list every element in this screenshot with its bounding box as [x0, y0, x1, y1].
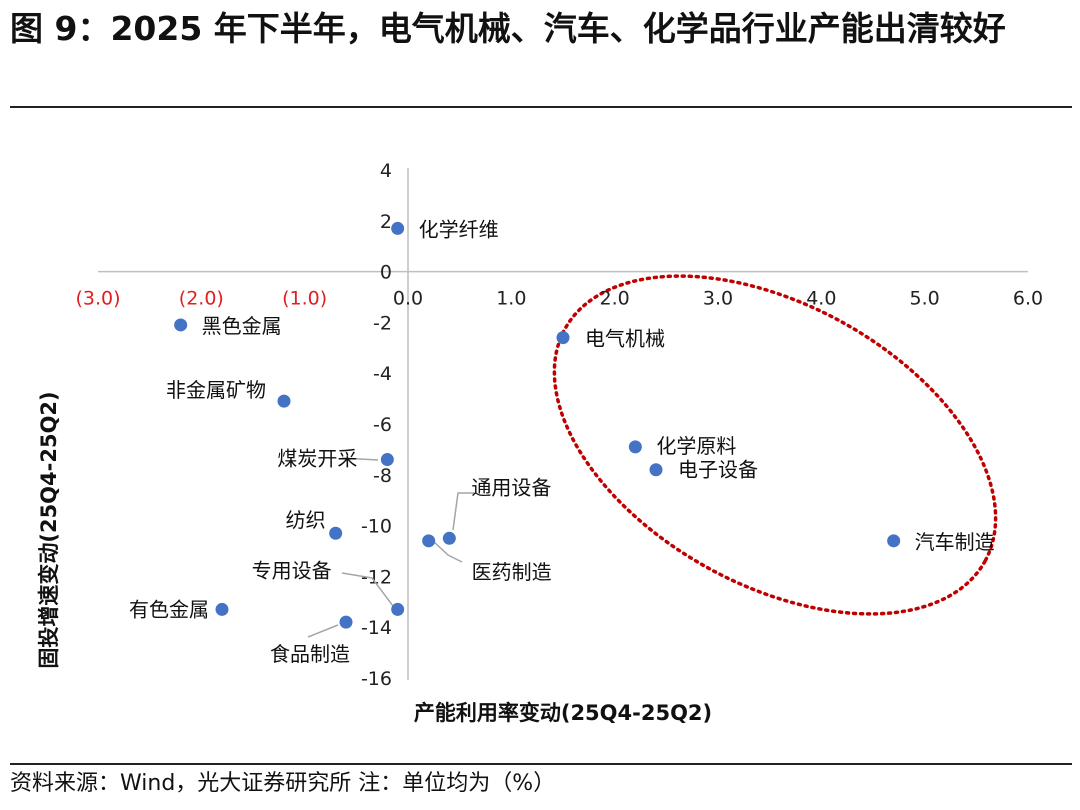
- data-point: [391, 602, 405, 616]
- y-tick-label: -10: [361, 516, 392, 538]
- x-tick-label: 4.0: [806, 288, 836, 310]
- x-tick-label: (2.0): [179, 288, 224, 310]
- data-point: [277, 394, 291, 408]
- y-tick-label: -4: [373, 363, 392, 385]
- y-tick-label: -2: [373, 312, 392, 334]
- leader-line: [341, 572, 397, 611]
- y-axis-title: 固投增速变动(25Q4-25Q2): [37, 391, 61, 668]
- point-label: 非金属矿物: [166, 378, 266, 402]
- point-label: 汽车制造: [915, 530, 995, 554]
- x-tick-label: 6.0: [1013, 288, 1043, 310]
- y-tick-label: -12: [361, 566, 392, 588]
- x-tick-label: 2.0: [600, 288, 630, 310]
- x-tick-label: (3.0): [75, 288, 120, 310]
- data-point: [628, 440, 642, 454]
- leader-line: [307, 624, 339, 638]
- point-label: 电气机械: [585, 327, 665, 351]
- x-tick-label: 3.0: [703, 288, 733, 310]
- highlight-ellipse: [552, 274, 998, 616]
- data-point: [422, 534, 436, 548]
- y-tick-label: -8: [373, 465, 392, 487]
- top-divider: [10, 106, 1072, 108]
- x-tick-label: 5.0: [910, 288, 940, 310]
- point-label: 化学纤维: [419, 217, 499, 241]
- point-label: 食品制造: [270, 642, 350, 666]
- y-tick-label: -16: [361, 668, 392, 690]
- x-axis-title: 产能利用率变动(25Q4-25Q2): [414, 701, 712, 725]
- x-tick-label: (1.0): [282, 288, 327, 310]
- y-tick-label: 4: [380, 160, 392, 182]
- y-tick-label: -14: [361, 617, 392, 639]
- data-point: [556, 331, 570, 345]
- point-label: 医药制造: [472, 560, 552, 584]
- page-title: 图 9：2025 年下半年，电气机械、汽车、化学品行业产能出清较好: [10, 9, 1006, 48]
- x-tick-label: 1.0: [496, 288, 526, 310]
- data-point: [380, 453, 394, 467]
- x-tick-label: 0.0: [393, 288, 423, 310]
- point-label: 纺织: [286, 508, 326, 532]
- point-label: 通用设备: [471, 475, 551, 499]
- leader-line: [452, 492, 475, 531]
- point-label: 有色金属: [129, 597, 209, 621]
- point-label: 煤炭开采: [277, 447, 357, 471]
- bottom-divider: [10, 763, 1072, 765]
- point-label: 黑色金属: [202, 314, 282, 338]
- point-label: 专用设备: [252, 558, 332, 582]
- data-point: [442, 531, 456, 545]
- data-point: [215, 602, 229, 616]
- data-point: [887, 534, 901, 548]
- y-tick-label: 0: [380, 262, 392, 284]
- y-tick-label: 2: [380, 211, 392, 233]
- data-point: [649, 463, 663, 477]
- data-point: [329, 526, 343, 540]
- data-point: [339, 615, 353, 629]
- scatter-chart: (3.0) (2.0) (1.0) 0.0 1.0 2.0 3.0 4.0 5.0 6.0 4 2 0 -…: [37, 160, 1043, 725]
- y-tick-label: -6: [373, 414, 392, 436]
- data-point: [174, 318, 188, 332]
- point-label: 化学原料: [656, 434, 736, 458]
- leader-line: [341, 457, 379, 461]
- source-note: 资料来源：Wind，光大证券研究所 注：单位均为（%）: [10, 771, 556, 796]
- data-point: [391, 221, 405, 235]
- leader-line: [431, 539, 463, 563]
- point-label: 电子设备: [678, 458, 758, 482]
